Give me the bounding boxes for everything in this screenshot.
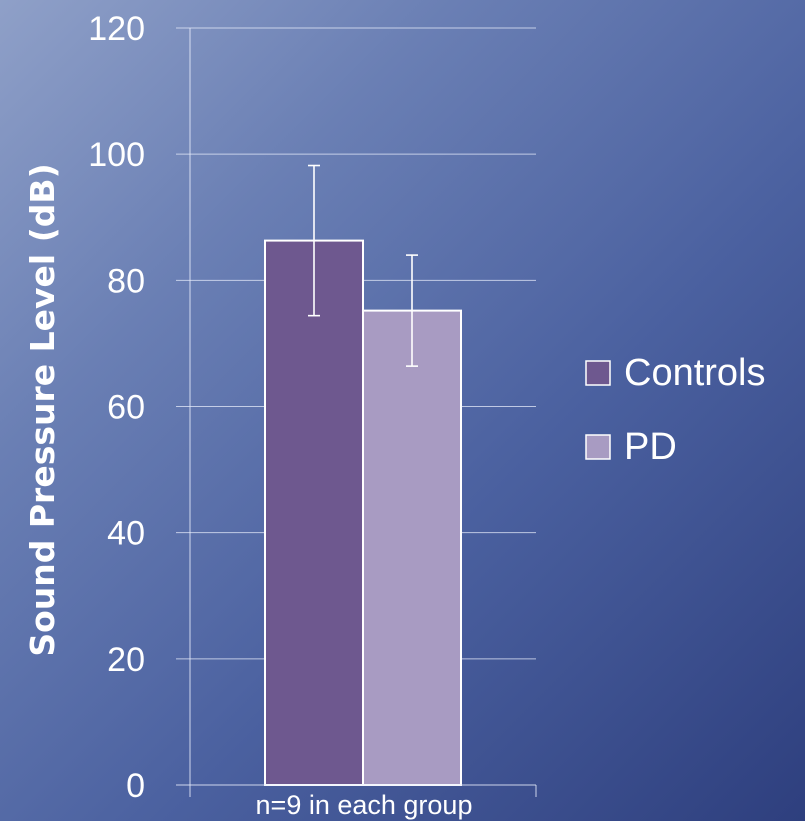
legend-item-pd: PD <box>585 426 677 468</box>
y-tick-label: 20 <box>107 641 145 679</box>
error-bar-pd <box>406 254 418 367</box>
bar-controls <box>264 239 364 787</box>
y-tick-label: 80 <box>107 262 145 300</box>
bar-pd <box>362 309 462 786</box>
bars <box>264 239 462 787</box>
legend-swatch <box>585 360 611 386</box>
legend-label: Controls <box>624 352 766 394</box>
error-bar-controls <box>308 164 320 317</box>
legend-swatch <box>585 434 611 460</box>
y-tick-label: 0 <box>126 767 145 805</box>
legend-label: PD <box>624 426 677 468</box>
y-tick-labels: 0 20 40 60 80 100 120 <box>88 10 145 805</box>
axes <box>176 28 537 797</box>
legend: Controls PD <box>585 352 766 468</box>
x-category-label: n=9 in each group <box>256 790 473 820</box>
error-bars <box>308 164 418 367</box>
y-tick-label: 40 <box>107 515 145 553</box>
legend-item-controls: Controls <box>585 352 766 394</box>
y-axis-title: Sound Pressure Level (dB) <box>23 163 62 656</box>
y-tick-label: 120 <box>88 10 145 48</box>
y-tick-label: 100 <box>88 136 145 174</box>
y-tick-label: 60 <box>107 389 145 427</box>
